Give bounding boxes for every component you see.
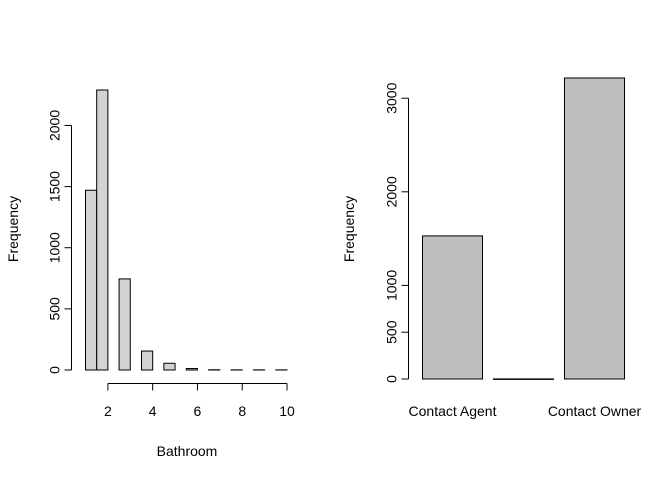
barplot-bar (422, 235, 483, 380)
hist-x-tick-label: 10 (279, 403, 295, 419)
barplot-y-tick-label: 500 (384, 320, 400, 344)
barplot-y-tick-label: 3000 (384, 82, 400, 113)
histogram-chart: Frequency Bathroom 2 4 6 8 10 0 500 1000 1500 200… (5, 89, 295, 459)
barplot-chart: Frequency Contact Agent Contact Owner 0 500… (341, 77, 642, 419)
hist-x-tick-label: 6 (194, 403, 202, 419)
hist-y-tick-label: 0 (47, 366, 63, 374)
hist-bar (185, 368, 198, 371)
barplot-category-label: Contact Owner (548, 403, 642, 419)
hist-y-tick-label: 1500 (47, 171, 63, 202)
hist-bar (163, 362, 176, 371)
barplot-category-label: Contact Agent (409, 403, 497, 419)
hist-x-tick-label: 8 (238, 403, 246, 419)
barplot-bar (493, 378, 554, 380)
hist-ylabel: Frequency (5, 196, 21, 262)
hist-xlabel: Bathroom (157, 443, 218, 459)
hist-bar (118, 278, 131, 371)
hist-x-tick-label: 4 (149, 403, 157, 419)
hist-bar (96, 89, 109, 371)
hist-bar (85, 189, 98, 371)
barplot-y-tick-label: 0 (384, 375, 400, 383)
barplot-y-tick-label: 1000 (384, 270, 400, 301)
hist-y-tick-label: 500 (47, 297, 63, 321)
barplot-y-tick-label: 2000 (384, 176, 400, 207)
barplot-ylabel: Frequency (341, 196, 357, 262)
barplot-bar (564, 77, 625, 380)
hist-bar (140, 350, 154, 371)
hist-y-tick-label: 2000 (47, 110, 63, 141)
hist-x-tick-label: 2 (104, 403, 112, 419)
hist-y-tick-label: 1000 (47, 232, 63, 263)
